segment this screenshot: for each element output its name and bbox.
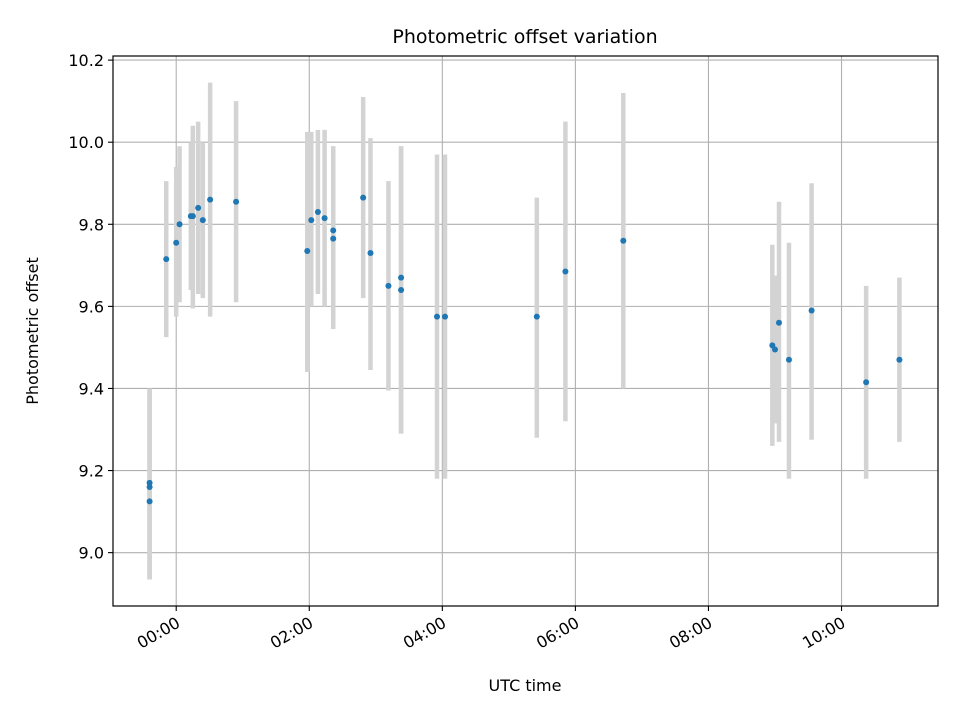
data-point [195, 204, 202, 211]
data-point [304, 247, 311, 254]
data-point [385, 282, 392, 289]
x-axis-label: UTC time [489, 676, 562, 695]
data-point [620, 237, 627, 244]
y-tick-label: 9.4 [79, 379, 104, 398]
y-tick-label: 10.2 [68, 51, 104, 70]
plot-frame [112, 55, 939, 607]
data-point [360, 194, 367, 201]
data-point [398, 286, 405, 293]
y-axis-label: Photometric offset [23, 257, 42, 405]
y-tick-label: 9.0 [79, 544, 104, 563]
data-point [163, 256, 170, 263]
data-point [330, 227, 337, 234]
y-tick-label: 9.8 [79, 215, 104, 234]
data-point [896, 356, 903, 363]
data-point [173, 239, 180, 246]
data-point [207, 196, 214, 203]
data-point [330, 235, 337, 242]
data-point [321, 215, 328, 222]
y-tick-label: 9.2 [79, 462, 104, 481]
data-point [146, 479, 153, 486]
data-point [189, 213, 196, 220]
data-point [785, 356, 792, 363]
data-point [146, 483, 153, 490]
chart-title: Photometric offset variation [392, 26, 657, 48]
data-point [771, 346, 778, 353]
data-point [308, 217, 315, 224]
grid [113, 56, 938, 606]
data-point [367, 250, 374, 257]
data-point [441, 313, 448, 320]
data-point [775, 319, 782, 326]
data-point [533, 313, 540, 320]
data-point [398, 274, 405, 281]
data-point [199, 217, 206, 224]
data-point [562, 268, 569, 275]
y-tick-label: 10.0 [68, 133, 104, 152]
data-point [146, 498, 153, 505]
y-tick-label: 9.6 [79, 297, 104, 316]
data-point [434, 313, 441, 320]
data-point [808, 307, 815, 314]
data-point [233, 198, 240, 205]
data-point [863, 379, 870, 386]
data-point [314, 208, 321, 215]
data-points [146, 194, 903, 505]
data-point [176, 221, 183, 228]
